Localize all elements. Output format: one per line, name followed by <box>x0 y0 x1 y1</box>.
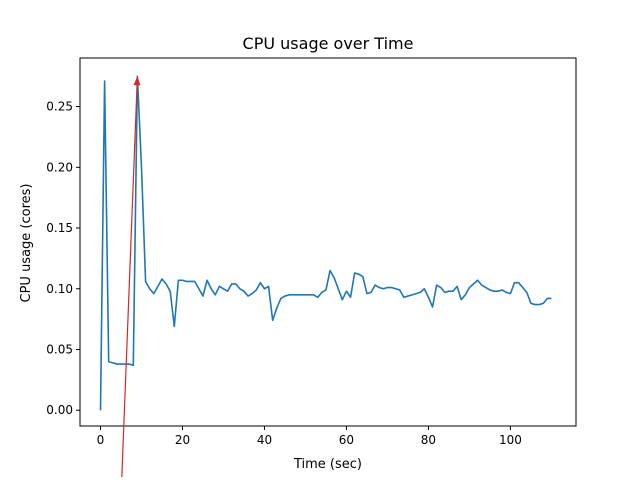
annotation-arrow-head <box>133 76 141 86</box>
annotation-arrow-line <box>121 85 138 478</box>
y-tick-label: 0.15 <box>46 221 73 235</box>
y-tick-label: 0.25 <box>46 100 73 114</box>
x-tick-label: 0 <box>97 433 105 447</box>
y-axis-label: CPU usage (cores) <box>19 184 34 303</box>
y-tick-label: 0.10 <box>46 282 73 296</box>
y-tick-label: 0.00 <box>46 403 73 417</box>
x-tick-label: 60 <box>339 433 354 447</box>
x-tick-label: 80 <box>421 433 436 447</box>
x-axis-label: Time (sec) <box>293 457 362 472</box>
y-tick-label: 0.20 <box>46 160 73 174</box>
x-tick-label: 100 <box>499 433 522 447</box>
series-line <box>99 75 552 411</box>
x-tick-label: 20 <box>175 433 190 447</box>
x-tick-label: 40 <box>257 433 272 447</box>
y-tick-label: 0.05 <box>46 342 73 356</box>
chart-title: CPU usage over Time <box>243 34 414 53</box>
axes-frame <box>79 57 577 427</box>
